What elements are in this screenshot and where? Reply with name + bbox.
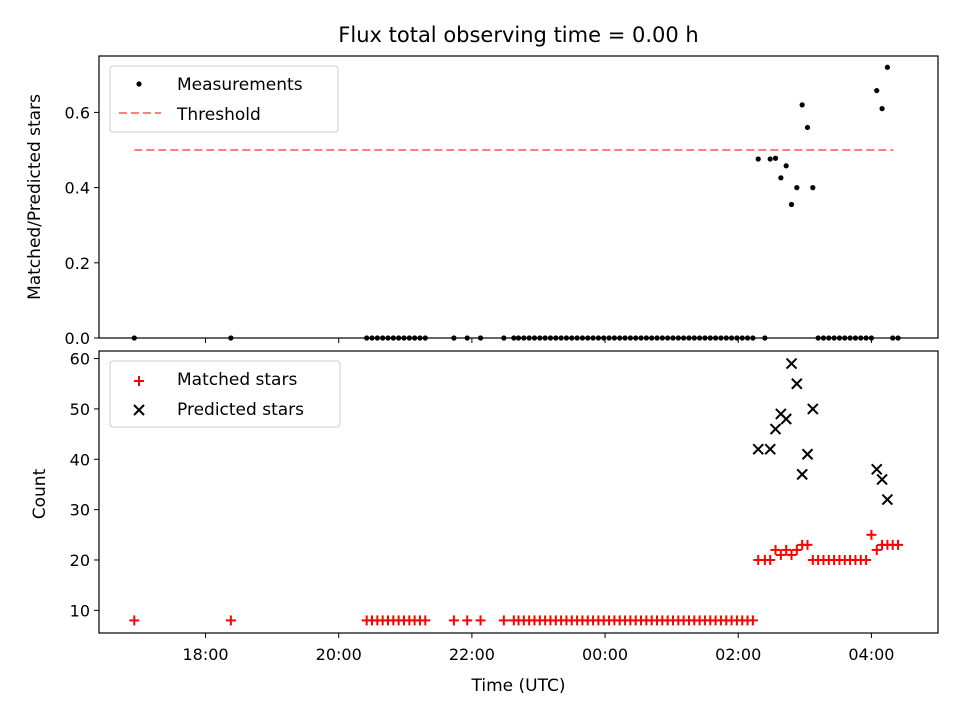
legend-threshold-label: Threshold — [176, 105, 261, 125]
top-axes-frame — [98, 55, 939, 339]
predicted-star-stroke-b — [752, 443, 764, 455]
bottom-axes-frame — [98, 350, 939, 634]
measurement-point — [794, 185, 800, 191]
bottom-ytick-label: 50 — [70, 400, 90, 419]
top-ylabel: Matched/Predicted stars — [25, 94, 45, 300]
predicted-star-point — [752, 443, 764, 455]
predicted-star-stroke-b — [769, 423, 782, 435]
matched-star-point — [129, 615, 140, 626]
predicted-star-stroke-b — [780, 413, 792, 425]
measurement-point — [799, 102, 805, 108]
predicted-star-point — [807, 403, 819, 415]
top-ytick-label: 0.2 — [65, 254, 90, 273]
legend-measurements-label: Measurements — [177, 75, 303, 95]
predicted-star-point — [769, 423, 782, 435]
bottom-y-ticks: 10 20 30 40 50 60 — [70, 350, 99, 620]
predicted-star-point — [785, 357, 798, 370]
matched-star-point — [420, 615, 431, 626]
measurement-point — [879, 106, 885, 112]
legend-matched-label: Matched stars — [177, 370, 297, 390]
matched-star-point — [770, 544, 781, 555]
bottom-ytick-label: 60 — [70, 350, 90, 369]
matched-star-point — [861, 554, 872, 565]
predicted-star-stroke-b — [775, 408, 787, 420]
predicted-star-stroke-b — [871, 463, 883, 476]
xtick-label: 18:00 — [182, 645, 228, 664]
bottom-panel: Count Time (UTC) 10 20 30 40 50 60 18:00 20:00… — [30, 350, 939, 696]
matched-star-point — [871, 544, 882, 555]
matched-star-point — [781, 544, 792, 555]
matched-star-point — [475, 615, 486, 626]
matched-star-point — [775, 549, 786, 560]
bottom-x-ticks: 18:00 20:00 22:00 00:00 02:00 04:00 — [182, 633, 894, 664]
predicted-star-point — [876, 473, 888, 486]
top-x-ticks — [205, 338, 872, 343]
measurement-point — [767, 156, 773, 162]
matched-star-point — [448, 615, 459, 626]
predicted-star-stroke-b — [796, 468, 808, 481]
bottom-ytick-label: 10 — [70, 601, 90, 620]
bottom-plot-area — [129, 357, 904, 626]
top-legend-box — [109, 65, 339, 133]
bottom-legend-box — [109, 360, 341, 428]
xtick-label: 22:00 — [449, 645, 495, 664]
predicted-star-point — [780, 413, 792, 425]
xtick-label: 00:00 — [582, 645, 628, 664]
bottom-ylabel: Count — [30, 468, 50, 519]
top-ytick-label: 0.0 — [65, 329, 90, 348]
top-ytick-label: 0.4 — [65, 179, 90, 198]
matched-star-point — [498, 615, 509, 626]
measurement-point — [810, 185, 816, 191]
predicted-star-point — [881, 493, 894, 506]
matched-star-point — [802, 539, 813, 550]
predicted-star-stroke-b — [764, 443, 776, 455]
bottom-ytick-label: 30 — [70, 501, 90, 520]
measurement-point — [772, 155, 779, 161]
matched-star-point — [866, 529, 877, 540]
top-panel: Flux total observing time = 0.00 h Match… — [25, 23, 939, 348]
xtick-label: 20:00 — [316, 645, 362, 664]
measurement-point — [783, 163, 789, 169]
matched-star-point — [225, 615, 236, 626]
matched-star-point — [765, 554, 776, 565]
predicted-star-point — [764, 443, 776, 455]
measurement-point — [804, 124, 811, 131]
matched-star-point — [893, 539, 904, 550]
predicted-star-stroke-b — [801, 448, 814, 460]
predicted-star-stroke-b — [785, 357, 798, 370]
bottom-ytick-label: 20 — [70, 551, 90, 570]
predicted-star-stroke-b — [807, 403, 819, 415]
measurement-point — [755, 156, 761, 162]
legend-matched-marker — [134, 376, 144, 386]
matched-star-point — [747, 615, 758, 626]
predicted-star-point — [796, 468, 808, 481]
predicted-star-stroke-b — [791, 378, 803, 390]
top-ytick-label: 0.6 — [65, 103, 90, 122]
measurement-point — [778, 175, 784, 181]
bottom-legend: Matched stars Predicted stars — [109, 360, 341, 428]
matched-star-point — [791, 544, 802, 555]
top-y-ticks: 0.0 0.2 0.4 0.6 — [65, 103, 99, 348]
top-legend: Measurements Threshold — [109, 65, 339, 133]
xtick-label: 04:00 — [848, 645, 894, 664]
measurement-point — [884, 64, 890, 70]
predicted-star-stroke-b — [881, 493, 894, 506]
xtick-label: 02:00 — [715, 645, 761, 664]
matched-star-point — [462, 615, 473, 626]
matched-star-point — [786, 549, 797, 560]
predicted-star-point — [801, 448, 814, 460]
legend-measurements-marker — [136, 81, 142, 87]
bottom-xlabel: Time (UTC) — [471, 676, 566, 696]
predicted-star-point — [871, 463, 883, 476]
chart-title: Flux total observing time = 0.00 h — [338, 23, 698, 47]
measurement-point — [788, 201, 795, 208]
bottom-ytick-label: 40 — [70, 450, 90, 469]
predicted-star-point — [791, 378, 803, 390]
legend-predicted-label: Predicted stars — [177, 400, 304, 420]
measurement-point — [874, 87, 880, 94]
predicted-star-stroke-b — [876, 473, 888, 486]
legend-predicted-marker — [133, 404, 145, 416]
